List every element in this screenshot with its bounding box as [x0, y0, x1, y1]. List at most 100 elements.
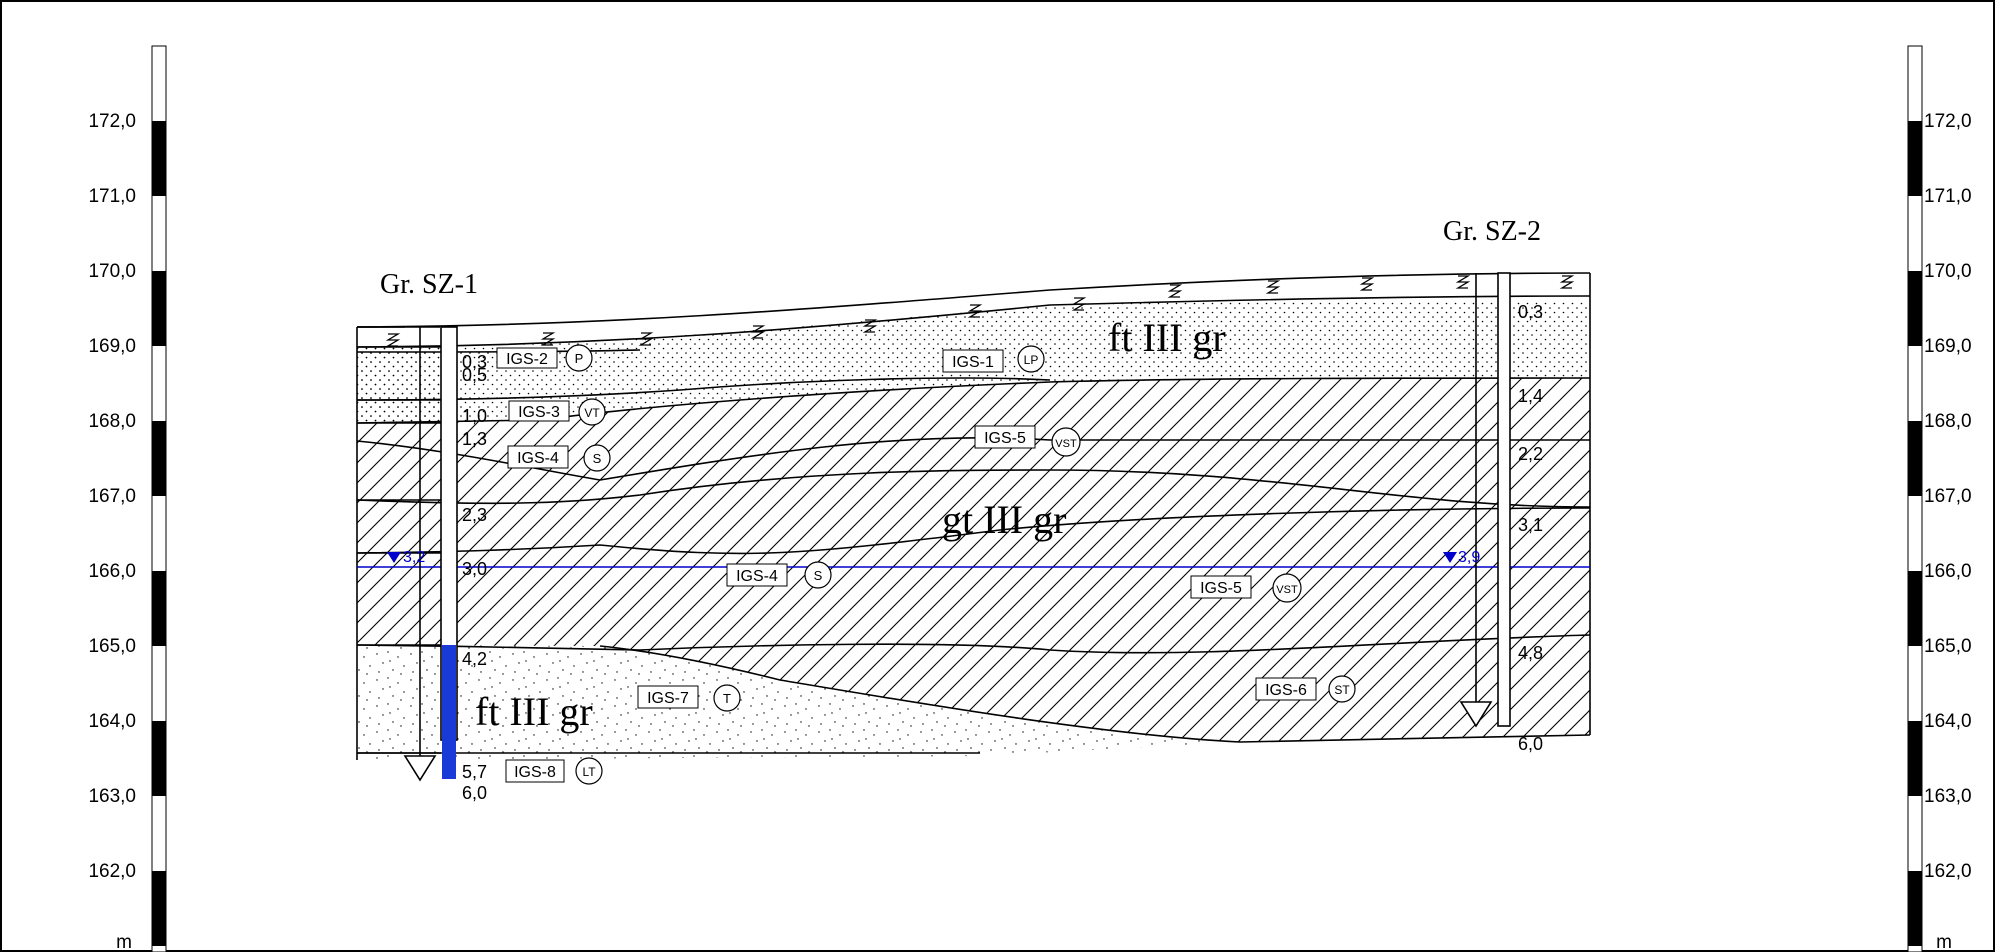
svg-text:T: T — [723, 691, 731, 706]
scale-tick-label: 171,0 — [88, 186, 136, 207]
formation-label-middle: gt III gr — [942, 497, 1066, 542]
depth-label: 6,0 — [1518, 734, 1543, 754]
right-scale-bar: 172,0 171,0 170,0 169,0 168,0 167,0 166,0 165,0… — [1907, 45, 1972, 952]
water-level-sz1: 3,2 — [403, 549, 425, 566]
depth-label: 1,0 — [462, 406, 487, 426]
igs-label: IGS-7 T — [637, 684, 741, 712]
boundary-2-3 — [356, 469, 1591, 508]
svg-text:ST: ST — [1334, 683, 1350, 697]
formation-label-bottom: ft III gr — [475, 689, 593, 734]
depth-label: 2,2 — [1518, 444, 1543, 464]
scale-tick-label: 165,0 — [88, 636, 136, 657]
depth-label: 1,3 — [462, 429, 487, 449]
depth-label: 3,0 — [462, 559, 487, 579]
igs-label: IGS-3 VT — [508, 398, 606, 426]
boundary-3-0 — [356, 507, 1591, 555]
igs-label: IGS-4 S — [507, 444, 611, 472]
scale-tick-label: 163,0 — [1924, 786, 1972, 807]
depth-label: 0,3 — [1518, 302, 1543, 322]
scale-tick-label: 166,0 — [1924, 561, 1972, 582]
boundary-1-0 — [356, 377, 1051, 401]
vegetation-symbols — [385, 275, 1575, 347]
svg-text:IGS-5: IGS-5 — [1200, 580, 1242, 597]
scale-tick-label: 167,0 — [88, 486, 136, 507]
left-scale-bar: 172,0 171,0 170,0 169,0 168,0 167,0 166,0 165,0… — [88, 45, 167, 952]
depth-label: 0,3 — [462, 352, 487, 372]
layer-ft-sand-bottom — [357, 645, 1240, 760]
igs-label: IGS-2 P — [496, 344, 593, 372]
scale-tick-label: 164,0 — [88, 711, 136, 732]
borehole-sz2-name: Gr. SZ-2 — [1443, 216, 1541, 247]
scale-tick-label: 165,0 — [1924, 636, 1972, 657]
svg-text:IGS-8: IGS-8 — [514, 764, 556, 781]
scale-tick-label: 172,0 — [1924, 111, 1972, 132]
igs-label: IGS-4 S — [726, 561, 832, 589]
igs-labels: IGS-2 P IGS-3 VT IGS-4 S IGS-1 LP IGS-5 … — [496, 344, 1356, 785]
boundary-sand-bottom — [599, 645, 1241, 743]
svg-text:LT: LT — [582, 765, 596, 779]
scale-tick-label: 164,0 — [1924, 711, 1972, 732]
depth-label: 6,0 — [462, 783, 487, 803]
water-level-sz2: 3,9 — [1458, 549, 1480, 566]
svg-text:IGS-4: IGS-4 — [736, 568, 778, 585]
boundary-1-4 — [356, 377, 1591, 424]
scale-tick-label: 170,0 — [88, 261, 136, 282]
svg-text:IGS-1: IGS-1 — [952, 354, 994, 371]
scale-tick-label: 166,0 — [88, 561, 136, 582]
svg-text:P: P — [575, 351, 584, 366]
depth-label: 2,3 — [462, 505, 487, 525]
formation-label-top: ft III gr — [1108, 315, 1226, 360]
igs-label: IGS-1 LP — [942, 345, 1045, 373]
igs-label: IGS-5 VST — [974, 425, 1081, 457]
depth-label: 0,5 — [462, 365, 487, 385]
depth-label: 5,7 — [462, 762, 487, 782]
borehole-sz2: Gr. SZ-2 0,3 1,4 2,2 3,1 4,8 6,0 3,9 — [1443, 216, 1543, 754]
scale-tick-label: 167,0 — [1924, 486, 1972, 507]
borehole-sz1-name: Gr. SZ-1 — [380, 269, 478, 300]
layer-ft-sand-left — [357, 347, 441, 423]
svg-text:S: S — [593, 451, 602, 466]
svg-text:IGS-2: IGS-2 — [506, 351, 548, 368]
scale-tick-label: 169,0 — [88, 336, 136, 357]
water-level-marker-sz1 — [387, 552, 401, 563]
boundary-0-3 — [356, 295, 1591, 348]
svg-text:IGS-3: IGS-3 — [518, 404, 560, 421]
layer-boundaries — [356, 272, 1591, 760]
svg-text:VT: VT — [584, 406, 600, 420]
svg-text:IGS-5: IGS-5 — [984, 430, 1026, 447]
right-scale-unit: m — [1936, 932, 1952, 952]
borehole-sz1: Gr. SZ-1 0,30,5 1,0 1,3 2,3 3,0 4,2 5,76,0 3,2 — [357, 269, 487, 803]
scale-tick-label: 169,0 — [1924, 336, 1972, 357]
scale-tick-label: 172,0 — [88, 111, 136, 132]
left-scale-unit: m — [116, 932, 132, 952]
depth-label: 1,4 — [1518, 386, 1543, 406]
igs-label: IGS-5 VST — [1190, 573, 1302, 603]
svg-text:VST: VST — [1276, 584, 1298, 596]
scale-tick-label: 162,0 — [1924, 861, 1972, 882]
depth-label: 3,1 — [1518, 515, 1543, 535]
igs-label: IGS-8 LT — [505, 757, 603, 785]
scale-tick-label: 170,0 — [1924, 261, 1972, 282]
boundary-4-2 — [356, 634, 1591, 654]
depth-label: 4,8 — [1518, 643, 1543, 663]
water-level-marker-sz2 — [1443, 552, 1457, 563]
svg-text:S: S — [814, 568, 823, 583]
borehole-sz2-bottom-marker — [1459, 701, 1493, 728]
depth-label: 4,2 — [462, 649, 487, 669]
scale-tick-label: 163,0 — [88, 786, 136, 807]
scale-tick-label: 171,0 — [1924, 186, 1972, 207]
svg-text:IGS-4: IGS-4 — [517, 450, 559, 467]
scale-tick-label: 168,0 — [88, 411, 136, 432]
svg-text:IGS-6: IGS-6 — [1265, 682, 1307, 699]
svg-text:IGS-7: IGS-7 — [647, 690, 689, 707]
svg-text:VST: VST — [1055, 438, 1077, 450]
svg-text:LP: LP — [1024, 353, 1039, 367]
ground-surface — [356, 272, 1591, 328]
borehole-sz1-sample — [442, 645, 456, 779]
scale-tick-label: 162,0 — [88, 861, 136, 882]
borehole-sz1-bottom-marker — [403, 755, 437, 782]
igs-label: IGS-6 ST — [1255, 675, 1356, 703]
scale-tick-label: 168,0 — [1924, 411, 1972, 432]
